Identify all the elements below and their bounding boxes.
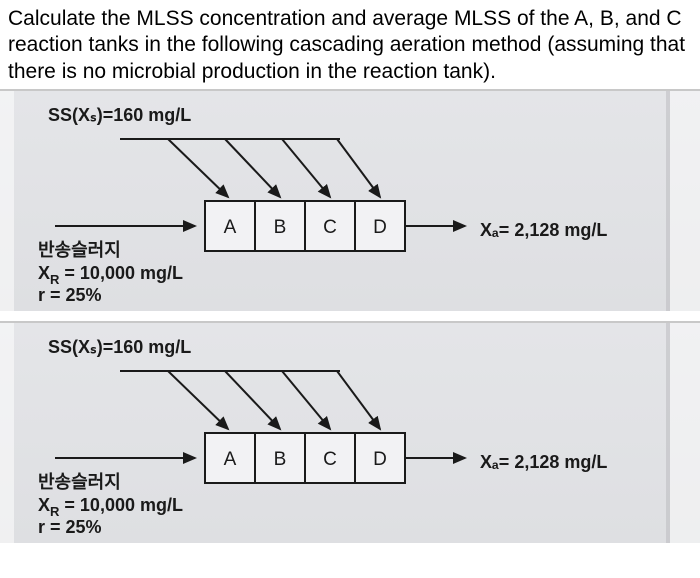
diagram-svg-2: SS(Xₛ)=160 mg/LABCDXₐ= 2,128 mg/L반송슬러지XR… [0, 323, 700, 543]
svg-text:B: B [274, 449, 287, 470]
svg-text:반송슬러지: 반송슬러지 [38, 472, 121, 492]
svg-text:반송슬러지: 반송슬러지 [38, 240, 121, 260]
svg-text:D: D [373, 449, 387, 470]
svg-text:D: D [373, 217, 387, 238]
svg-text:r = 25%: r = 25% [38, 285, 102, 305]
svg-text:B: B [274, 217, 287, 238]
svg-text:Xₐ= 2,128 mg/L: Xₐ= 2,128 mg/L [480, 452, 607, 472]
svg-text:r = 25%: r = 25% [38, 517, 102, 537]
svg-text:SS(Xₛ)=160 mg/L: SS(Xₛ)=160 mg/L [48, 337, 191, 357]
question-text: Calculate the MLSS concentration and ave… [0, 0, 700, 89]
svg-text:A: A [224, 449, 237, 470]
svg-text:SS(Xₛ)=160 mg/L: SS(Xₛ)=160 mg/L [48, 105, 191, 125]
diagram-svg-1: SS(Xₛ)=160 mg/LABCDXₐ= 2,128 mg/L반송슬러지XR… [0, 91, 700, 311]
svg-text:C: C [323, 449, 337, 470]
svg-text:C: C [323, 217, 337, 238]
svg-text:Xₐ= 2,128 mg/L: Xₐ= 2,128 mg/L [480, 220, 607, 240]
diagram-panel-2: SS(Xₛ)=160 mg/LABCDXₐ= 2,128 mg/L반송슬러지XR… [0, 321, 700, 541]
svg-text:A: A [224, 217, 237, 238]
diagram-panel-1: SS(Xₛ)=160 mg/LABCDXₐ= 2,128 mg/L반송슬러지XR… [0, 89, 700, 309]
